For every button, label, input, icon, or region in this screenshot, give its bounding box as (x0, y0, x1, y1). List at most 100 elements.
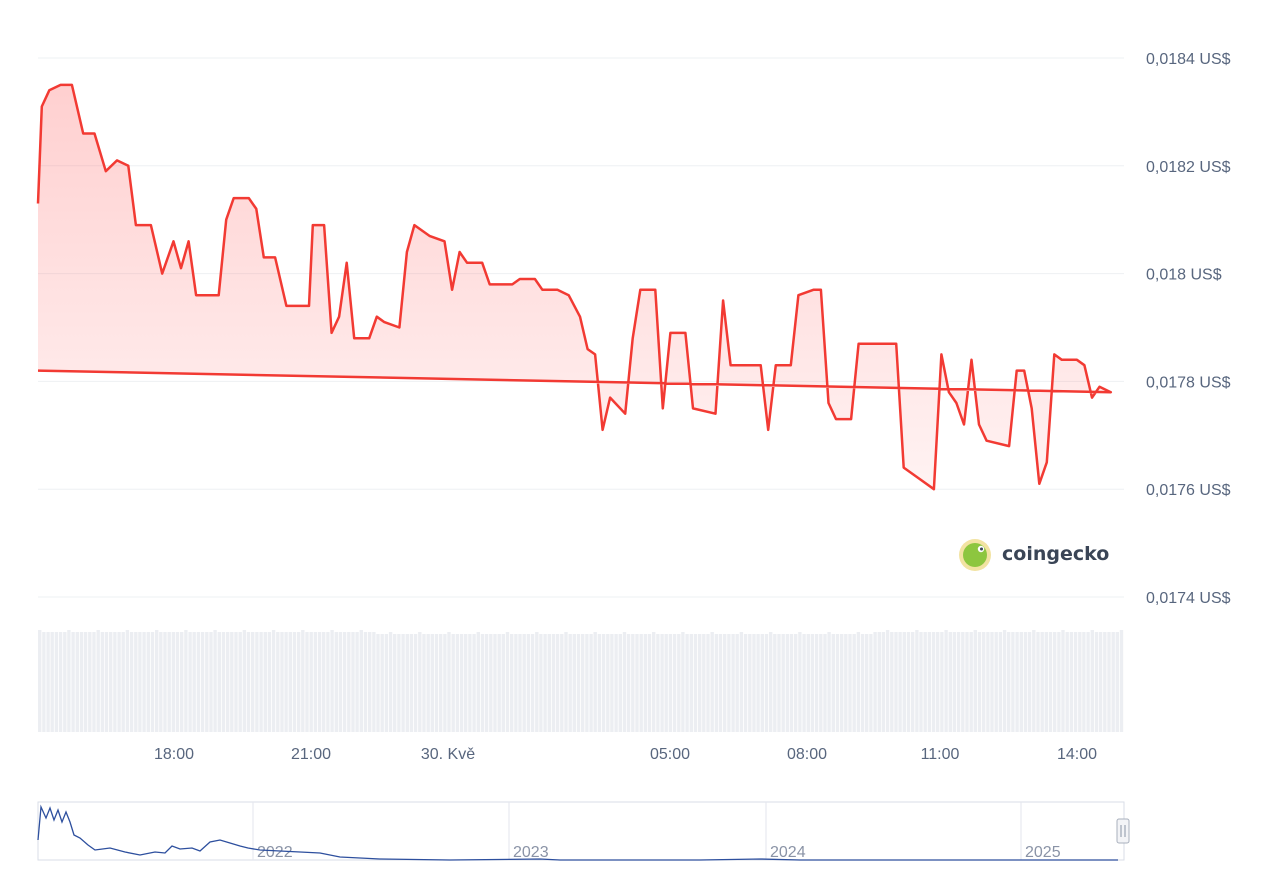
volume-bar (430, 634, 434, 732)
volume-bar (618, 634, 622, 732)
volume-bar (334, 632, 338, 732)
volume-bar (743, 634, 748, 732)
volume-bar (522, 634, 526, 732)
volume-bar (230, 632, 234, 732)
volume-bar (727, 634, 731, 732)
navigator-year-label: 2023 (513, 844, 549, 861)
volume-bar (894, 632, 898, 732)
volume-bar (1082, 632, 1086, 732)
volume-bar (200, 632, 205, 732)
volume-bar (589, 634, 593, 732)
volume-bar (622, 632, 627, 732)
volume-bar (1065, 632, 1069, 732)
volume-bar (827, 632, 831, 732)
volume-bar (723, 634, 727, 732)
volume-bar (142, 632, 146, 732)
volume-bar (698, 634, 702, 732)
volume-bar (902, 632, 906, 732)
volume-bar (159, 632, 163, 732)
volume-bar (706, 634, 710, 732)
volume-bar (835, 634, 840, 732)
navigator-line (37, 804, 1118, 861)
volume-bar (100, 632, 105, 732)
volume-bar (163, 632, 167, 732)
price-line[interactable] (36, 83, 1113, 491)
volume-bar (313, 632, 318, 732)
volume-bar (330, 630, 334, 732)
volume-bar (927, 632, 932, 732)
volume-bar (1048, 632, 1053, 732)
volume-bar (685, 634, 689, 732)
volume-bar (134, 632, 138, 732)
volume-bar (919, 632, 923, 732)
volume-bar (284, 632, 288, 732)
volume-bar (338, 632, 343, 732)
volume-bar (606, 634, 610, 732)
volume-bar (384, 634, 389, 732)
volume-bar (213, 630, 217, 732)
volume-bar (906, 632, 911, 732)
volume-bar (480, 634, 485, 732)
volume-bar (865, 634, 869, 732)
volume-bar (956, 632, 961, 732)
price-area (38, 84, 1111, 597)
volume-bar (443, 634, 447, 732)
volume-bar (38, 630, 42, 732)
volume-bar (748, 634, 752, 732)
volume-bar (982, 632, 986, 732)
volume-bar (572, 634, 576, 732)
volume-bar (593, 632, 597, 732)
volume-bar (781, 634, 785, 732)
x-tick-label: 08:00 (787, 746, 827, 763)
volume-bar (551, 634, 556, 732)
volume-bar (944, 630, 948, 732)
range-navigator[interactable]: 2022 2023 2024 2025 (37, 801, 1130, 861)
volume-bar (1053, 632, 1057, 732)
volume-bar (109, 632, 113, 732)
volume-bar (1002, 630, 1007, 732)
volume-bar (63, 632, 67, 732)
volume-bar (155, 630, 159, 732)
volume-bar (146, 632, 150, 732)
volume-bar (372, 632, 376, 732)
volume-bar (660, 634, 664, 732)
volume-bar (601, 634, 606, 732)
volume-bar (852, 634, 856, 732)
volume-bar (1057, 632, 1061, 732)
volume-bar (388, 632, 393, 732)
volume-bar (526, 634, 531, 732)
volume-bar (326, 632, 330, 732)
volume-bar (873, 632, 877, 732)
volume-bar (393, 634, 397, 732)
volume-bar (180, 632, 184, 732)
volume-bar (79, 632, 84, 732)
volume-bar (359, 630, 363, 732)
navigator-year-label: 2024 (770, 844, 806, 861)
volume-bar (898, 632, 902, 732)
volume-bar (785, 634, 790, 732)
navigator-frame (37, 801, 1125, 861)
volume-bar (54, 632, 59, 732)
volume-bar (484, 634, 489, 732)
volume-bar (681, 632, 685, 732)
volume-bar (459, 634, 464, 732)
volume-bar (639, 634, 643, 732)
grip-handle-icon[interactable] (1116, 818, 1130, 844)
volume-bar (877, 632, 881, 732)
volume-bar (576, 634, 581, 732)
volume-bar (401, 634, 405, 732)
volume-bar (422, 634, 426, 732)
volume-bar (276, 632, 280, 732)
volume-bar (819, 634, 823, 732)
volume-bar (844, 634, 848, 732)
volume-bar (777, 634, 781, 732)
volume-bar (1090, 630, 1094, 732)
watermark-text: coingecko (1002, 543, 1109, 565)
volume-bar (409, 634, 414, 732)
volume-bar (885, 630, 890, 732)
volume-bar (259, 632, 263, 732)
navigator-year-labels: 2022 2023 2024 2025 (257, 844, 1061, 861)
y-tick-label: 0,0178 US$ (1146, 374, 1231, 391)
volume-bar (535, 632, 539, 732)
